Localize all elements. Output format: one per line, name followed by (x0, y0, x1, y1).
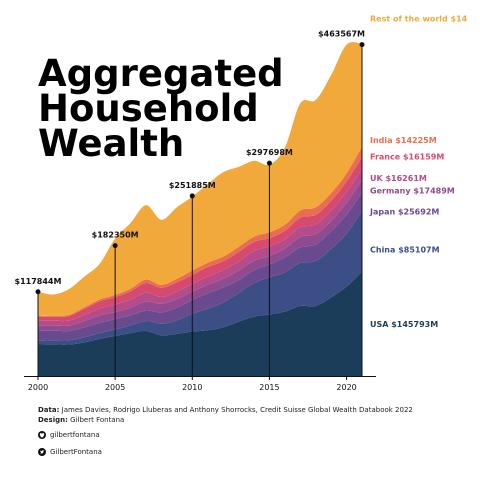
annotation-label: $251885M (169, 181, 216, 190)
annotation-label: $297698M (246, 148, 293, 157)
x-tick-label: 2005 (105, 383, 125, 392)
x-tick-label: 2000 (28, 383, 48, 392)
x-tick-label: 2015 (259, 383, 279, 392)
annotation-dot (112, 243, 118, 249)
title-line-2: Household (38, 87, 259, 130)
title-line-3: Wealth (38, 122, 185, 165)
annotation-label: $182350M (92, 231, 139, 240)
design-credit-text: Gilbert Fontana (70, 416, 125, 424)
series-label-china: China $85107M (370, 245, 440, 254)
series-label-japan: Japan $25692M (369, 208, 439, 217)
twitter-icon (38, 448, 46, 456)
x-tick-label: 2020 (336, 383, 356, 392)
series-label-india: India $14225M (370, 136, 437, 145)
annotation-dot (35, 289, 41, 295)
series-label-germany: Germany $17489M (370, 186, 455, 195)
twitter-credit[interactable]: GilbertFontana (38, 448, 102, 456)
github-icon (38, 431, 46, 439)
annotation-dot (266, 160, 272, 166)
github-handle: gilbertfontana (50, 431, 100, 439)
annotation-label: $117844M (15, 277, 62, 286)
title-line-1: Aggregated (38, 52, 284, 95)
series-labels: USA $145793M China $85107M Japan $25692M Ge… (369, 15, 468, 329)
chart-title: Aggregated Household Wealth (38, 52, 298, 165)
twitter-handle: GilbertFontana (50, 448, 102, 456)
series-label-france: France $16159M (370, 153, 444, 162)
x-axis: 2000 2005 2010 2015 2020 (24, 376, 376, 392)
series-label-rest-of-the-world: Rest of the world $14 (370, 15, 468, 24)
github-credit[interactable]: gilbertfontana (38, 431, 100, 439)
area-china (38, 210, 362, 345)
total-annotations: $117844M $182350M $251885M $297698M $463567M (15, 30, 365, 376)
design-label: Design: (38, 416, 68, 424)
data-label: Data: (38, 406, 60, 414)
stacked-areas (38, 42, 362, 376)
series-label-uk: UK $16261M (370, 174, 427, 183)
design-caption: Design: Gilbert Fontana (38, 416, 124, 424)
data-source-text: James Davies, Rodrigo Lluberas and Antho… (61, 406, 413, 414)
x-tick-label: 2010 (182, 383, 202, 392)
area-japan (38, 192, 362, 341)
data-source-caption: Data: James Davies, Rodrigo Lluberas and… (38, 406, 413, 414)
area-rest-of-the-world (38, 42, 362, 316)
annotation-label: $463567M (318, 30, 365, 39)
area-usa (38, 271, 362, 376)
annotation-dot (359, 42, 365, 48)
series-label-usa: USA $145793M (370, 320, 438, 329)
annotation-dot (189, 193, 195, 199)
